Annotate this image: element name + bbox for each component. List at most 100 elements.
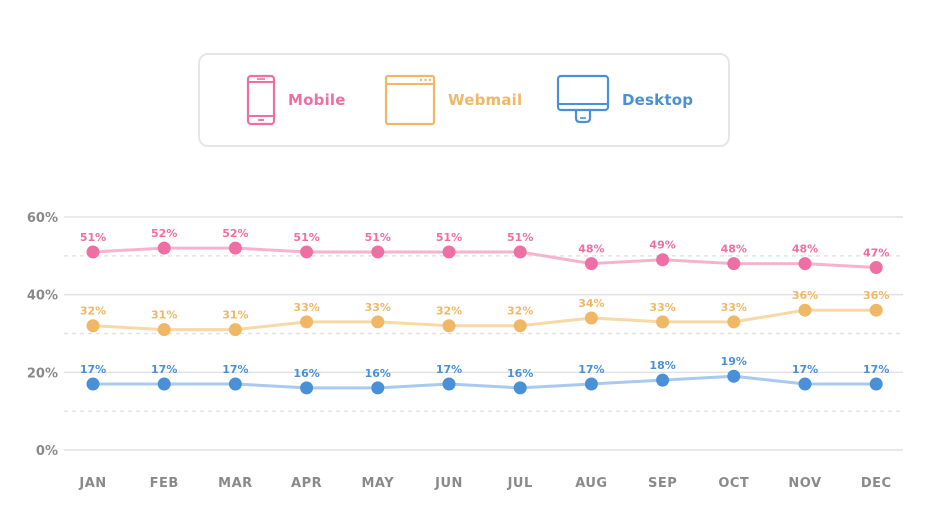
y-tick-label: 40% — [27, 289, 58, 304]
data-point — [513, 381, 527, 395]
data-label: 49% — [649, 239, 675, 252]
data-label: 34% — [578, 297, 604, 310]
data-point — [300, 381, 314, 395]
data-label: 51% — [80, 231, 106, 244]
data-point — [656, 253, 670, 267]
data-point — [86, 377, 100, 391]
data-point — [798, 303, 812, 317]
x-tick-label: JUL — [507, 476, 533, 491]
series-group: 51% 52% 52% 51% 51% 51% 51%48% 49% 48% 48% 47%32% 3… — [80, 227, 889, 395]
data-label: 16% — [507, 367, 533, 380]
data-label: 16% — [365, 367, 391, 380]
legend: Mobile Webmail Desktop — [198, 53, 730, 147]
data-point — [584, 377, 598, 391]
data-label: 32% — [80, 305, 106, 318]
data-point — [798, 257, 812, 271]
x-axis: JAN FEB MAR APR MAY JUN JUL AUG SEP OCT NOV DEC — [78, 476, 891, 491]
data-point — [656, 315, 670, 329]
data-point — [371, 245, 385, 259]
legend-label-mobile: Mobile — [288, 91, 346, 109]
series-line — [92, 246, 877, 269]
desktop-monitor-icon — [556, 74, 610, 124]
data-label: 32% — [436, 305, 462, 318]
data-point — [157, 241, 171, 255]
series-mobile: 51% 52% 52% 51% 51% 51% 51% 48% 49% 48% 48% 47% — [80, 227, 889, 274]
data-point — [228, 377, 242, 391]
data-point — [513, 245, 527, 259]
legend-item-webmail: Webmail — [384, 55, 522, 145]
x-tick-label: SEP — [648, 476, 677, 491]
legend-label-desktop: Desktop — [622, 91, 694, 109]
browser-window-icon — [384, 74, 436, 126]
y-tick-label: 60% — [27, 211, 58, 226]
data-label: 48% — [792, 243, 818, 256]
legend-item-mobile: Mobile — [246, 55, 346, 145]
data-point — [442, 377, 456, 391]
data-point — [86, 319, 100, 333]
data-point — [228, 323, 242, 337]
series-webmail: 32% 31% 31% 33% 33% 32% 32% 34% 33% 33% 36% 36% — [80, 289, 889, 337]
x-tick-label: FEB — [150, 476, 179, 491]
data-point — [228, 241, 242, 255]
x-tick-label: MAY — [361, 476, 394, 491]
x-tick-label: NOV — [788, 476, 821, 491]
y-tick-label: 20% — [27, 366, 58, 381]
data-label: 48% — [721, 243, 747, 256]
x-tick-label: JUN — [434, 476, 463, 491]
legend-item-desktop: Desktop — [556, 55, 693, 145]
data-label: 17% — [863, 363, 889, 376]
data-point — [869, 303, 883, 317]
data-point — [656, 373, 670, 387]
data-label: 19% — [721, 355, 747, 368]
x-tick-label: MAR — [218, 476, 253, 491]
series-line — [92, 308, 877, 332]
data-point — [869, 377, 883, 391]
data-label: 51% — [436, 231, 462, 244]
data-label: 52% — [222, 227, 248, 240]
y-axis: 0% 20% 40% 60% — [27, 211, 58, 459]
data-label: 31% — [151, 309, 177, 322]
data-label: 48% — [578, 243, 604, 256]
x-tick-label: APR — [291, 476, 322, 491]
data-point — [584, 311, 598, 325]
data-label: 17% — [151, 363, 177, 376]
data-label: 16% — [293, 367, 319, 380]
data-point — [727, 257, 741, 271]
data-label: 17% — [80, 363, 106, 376]
data-point — [371, 315, 385, 329]
y-tick-label: 0% — [36, 444, 58, 459]
data-point — [727, 369, 741, 383]
data-point — [798, 377, 812, 391]
data-point — [300, 245, 314, 259]
mobile-phone-icon — [246, 74, 276, 126]
data-label: 17% — [792, 363, 818, 376]
data-point — [300, 315, 314, 329]
data-point — [869, 260, 883, 274]
data-point — [157, 377, 171, 391]
data-point — [371, 381, 385, 395]
data-point — [442, 319, 456, 333]
data-label: 36% — [863, 289, 889, 302]
data-label: 47% — [863, 246, 889, 259]
data-label: 51% — [365, 231, 391, 244]
data-label: 33% — [721, 301, 747, 314]
data-point — [727, 315, 741, 329]
data-label: 32% — [507, 305, 533, 318]
data-label: 33% — [293, 301, 319, 314]
data-label: 33% — [365, 301, 391, 314]
data-label: 36% — [792, 289, 818, 302]
data-point — [513, 319, 527, 333]
data-label: 33% — [649, 301, 675, 314]
data-point — [584, 257, 598, 271]
data-label: 17% — [436, 363, 462, 376]
data-label: 18% — [649, 359, 675, 372]
x-tick-label: DEC — [861, 476, 892, 491]
data-label: 17% — [578, 363, 604, 376]
data-label: 52% — [151, 227, 177, 240]
series-line — [93, 374, 877, 390]
grid-lines — [64, 216, 903, 451]
x-tick-label: OCT — [718, 476, 749, 491]
data-point — [157, 323, 171, 337]
x-tick-label: JAN — [78, 476, 106, 491]
